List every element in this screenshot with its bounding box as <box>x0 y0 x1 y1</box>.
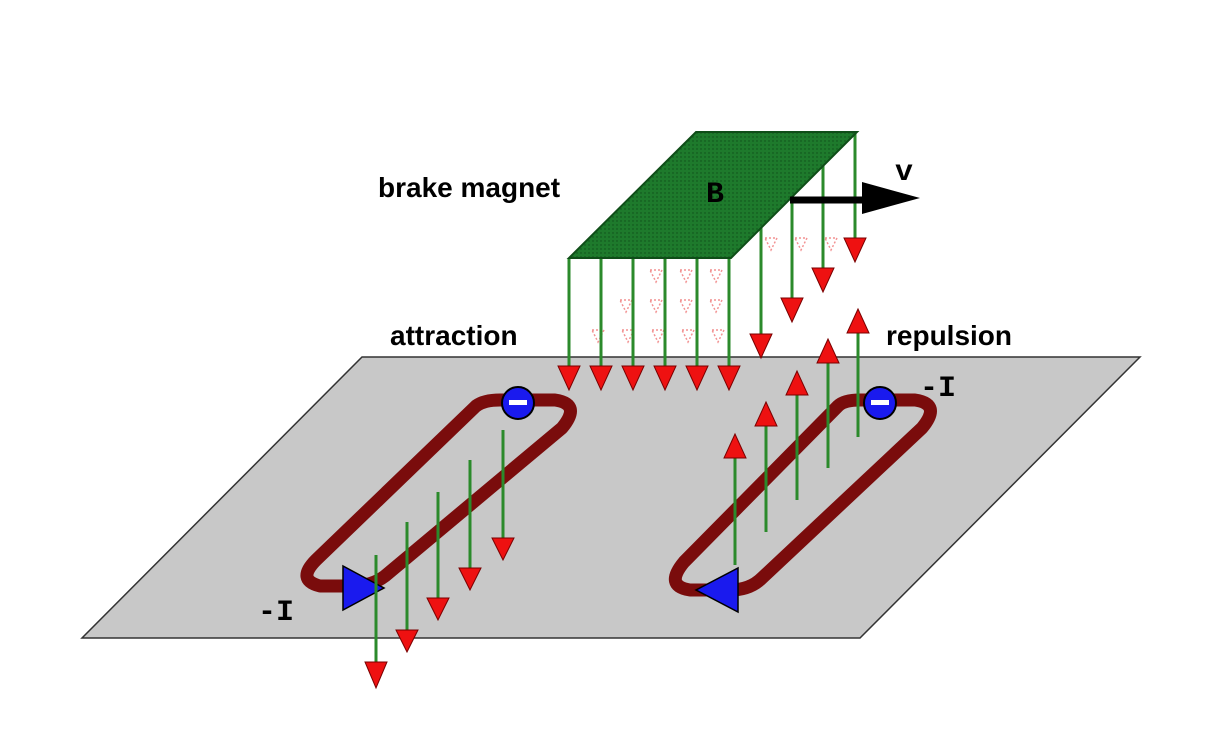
current-marker-left-top <box>501 386 535 420</box>
current-marker-right-top <box>863 386 897 420</box>
brake-magnet <box>566 131 860 259</box>
conducting-plate <box>80 356 1142 639</box>
current-label-left: -I <box>258 596 294 630</box>
left-loop-field-lines <box>364 430 515 690</box>
left-eddy-loop <box>300 386 577 612</box>
velocity-arrow <box>790 182 920 214</box>
velocity-label: v <box>895 156 913 190</box>
repulsion-label: repulsion <box>886 320 1012 351</box>
current-label-right: -I <box>920 372 956 406</box>
attraction-label: attraction <box>390 320 518 351</box>
magnet-field-lines <box>557 132 867 392</box>
right-eddy-loop <box>668 386 937 614</box>
current-arrow-left <box>342 564 386 612</box>
brake-magnet-label: brake magnet <box>378 172 560 203</box>
current-arrow-right <box>694 566 739 614</box>
field-b-label: B <box>706 178 724 212</box>
right-loop-field-lines <box>723 307 870 565</box>
field-motion-ghost-arrows <box>590 237 839 344</box>
